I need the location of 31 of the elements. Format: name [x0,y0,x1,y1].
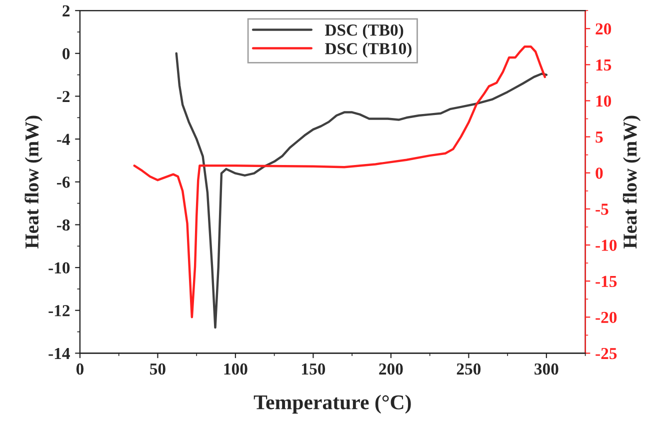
y-tick-label: -6 [56,176,70,188]
x-tick-label: 50 [150,363,166,375]
y2-tick-label: 20 [596,23,612,35]
y-tick-label: -14 [48,348,70,359]
legend-label: DSC (TB10) [325,42,412,58]
y2-tick-label: 0 [596,168,603,179]
y-tick-label: -12 [48,305,70,316]
y2-tick-label: 5 [596,132,603,143]
x-tick-label: 0 [76,363,84,375]
x-tick-label: 300 [534,363,558,375]
y2-tick-label: 15 [596,59,612,71]
y2-tick-label: -15 [596,276,617,288]
y-tick-label: -10 [48,262,70,274]
y2-tick-label: -25 [596,348,617,360]
x-axis-title: Temperature (°C) [254,394,411,414]
y-tick-label: -8 [56,219,70,231]
y2-tick-label: -5 [596,204,608,215]
y-axis-title: Heat flow (mW) [24,116,42,249]
y-tick-label: 2 [62,5,70,16]
y-tick-label: 0 [62,48,70,60]
y2-tick-label: -10 [596,240,617,251]
y2-tick-label: 10 [596,95,612,107]
y2-axis-title: Heat flow (mW) [622,116,641,249]
y-tick-label: -4 [56,134,70,145]
legend-label: DSC (TB0) [325,24,404,40]
x-tick-label: 100 [224,363,248,375]
x-tick-label: 150 [302,363,326,375]
y2-tick-label: -20 [596,312,617,324]
x-tick-label: 250 [456,363,481,375]
x-tick-label: 200 [379,363,403,375]
y-tick-label: -2 [56,90,70,102]
